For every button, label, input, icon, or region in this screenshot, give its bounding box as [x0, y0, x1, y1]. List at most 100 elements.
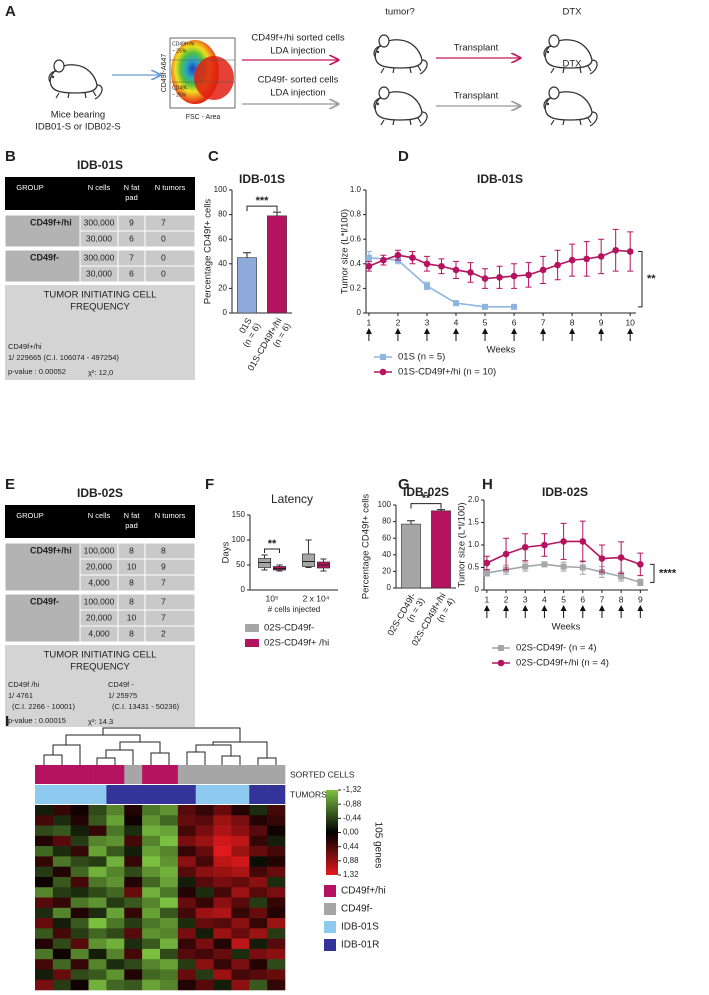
heatmap-cell — [106, 959, 125, 970]
x-tick-label: 4 — [454, 317, 459, 327]
table-cell — [144, 558, 196, 576]
heatmap-cell — [177, 835, 197, 847]
heatmap-cell — [213, 846, 232, 857]
annotation-cell — [213, 785, 232, 804]
heatmap-cell — [177, 805, 197, 816]
table-cell-text: 100,000 — [84, 545, 115, 555]
table-cell-text: 10 — [127, 612, 137, 622]
heatmap-cell — [249, 969, 268, 981]
heatmap-cell — [195, 846, 214, 857]
source-label: IDB01-S or IDB02-S — [35, 122, 121, 133]
table-cell-text: 9 — [129, 217, 134, 227]
heatmap-cell — [35, 876, 54, 888]
heatmap-cell — [142, 805, 161, 816]
heatmap-cell — [124, 846, 143, 857]
arrow-label: Transplant — [454, 91, 499, 102]
annotation-cell — [52, 765, 72, 784]
heatmap-cell — [52, 815, 72, 826]
heatmap-cell — [249, 918, 268, 929]
table-cell-text: 9 — [161, 561, 166, 571]
table-cell — [144, 249, 196, 267]
y-tick-label: 0 — [357, 308, 362, 317]
heatmap-cell — [195, 856, 214, 867]
table-cell-text: 7 — [161, 577, 166, 587]
heatmap-cell — [124, 918, 143, 929]
heatmap-cell — [35, 959, 54, 970]
heatmap-cell — [52, 928, 72, 939]
heatmap-cell — [88, 856, 107, 867]
x-tick-label: 1 — [367, 317, 372, 327]
heatmap-cell — [213, 887, 232, 898]
x-tick-label: 8 — [570, 317, 575, 327]
heatmap-cell — [160, 876, 179, 888]
heatmap-cell — [142, 866, 161, 878]
heatmap-cell — [267, 825, 286, 837]
table-cell-text: 7 — [161, 217, 166, 227]
heatmap-cell — [267, 856, 286, 867]
panel-label: E — [5, 476, 15, 493]
point — [379, 368, 387, 376]
header-cell: N tumors — [155, 511, 186, 520]
heatmap-cell — [267, 846, 286, 857]
point — [365, 262, 373, 270]
gate-label: ~ 25% — [172, 48, 187, 54]
colorbar-label: 0,88 — [343, 856, 359, 865]
legend-label: 01S (n = 5) — [398, 352, 445, 363]
table-cell — [144, 609, 196, 627]
heatmap-cell — [231, 815, 250, 826]
arrow-label: LDA injection — [270, 46, 325, 57]
header-cell: N cells — [88, 183, 111, 192]
heatmap-cell — [142, 969, 161, 981]
heatmap-cell — [52, 969, 72, 981]
point — [481, 275, 489, 282]
heatmap-cell — [88, 918, 107, 929]
colorbar-label: 0,44 — [343, 842, 359, 851]
heatmap-cell — [231, 866, 250, 878]
table-cell-text: 4,000 — [88, 628, 110, 638]
heatmap-cell — [88, 948, 107, 960]
heatmap-cell — [177, 969, 197, 981]
legend-label: IDB-01S — [341, 922, 379, 933]
significance-bracket — [264, 548, 280, 553]
y-tick-label: 0 — [223, 308, 228, 317]
heatmap-cell — [249, 979, 268, 991]
heatmap-cell — [195, 907, 214, 919]
summary-title: FREQUENCY — [70, 662, 130, 673]
y-tick-label: 1.0 — [350, 185, 362, 194]
p-value: p-value : 0.00015 — [8, 716, 66, 725]
heatmap-cell — [70, 887, 89, 898]
heatmap-cell — [35, 918, 54, 929]
table-cell-text: 0 — [161, 268, 166, 278]
chart-title: Latency — [271, 492, 313, 506]
heatmap-cell — [231, 948, 250, 960]
heatmap-cell — [124, 876, 143, 888]
heatmap-cell — [142, 918, 161, 929]
y-tick-label: 2.0 — [468, 495, 480, 504]
heatmap-cell — [124, 815, 143, 826]
heatmap-cell — [106, 897, 125, 909]
heatmap-cell — [267, 948, 286, 960]
point — [423, 260, 431, 268]
heatmap-cell — [177, 928, 197, 939]
heatmap-cell — [160, 948, 179, 960]
heatmap-cell — [52, 876, 72, 888]
annotation-cell — [106, 765, 125, 784]
heatmap-cell — [231, 907, 250, 919]
y-tick-label: 20 — [218, 284, 227, 293]
heatmap-cell — [160, 897, 179, 909]
group-cell — [4, 542, 81, 592]
table-cell — [144, 625, 196, 643]
y-tick-label: 0 — [241, 585, 246, 594]
heatmap-cell — [267, 959, 286, 970]
header-cell: pad — [125, 193, 138, 202]
heatmap-cell — [70, 856, 89, 867]
header-cell: GROUP — [16, 511, 44, 520]
annotation-cell — [231, 765, 250, 784]
legend-label: CD49f+/hi — [341, 886, 386, 897]
heatmap-cell — [35, 846, 54, 857]
heatmap-cell — [213, 897, 232, 909]
table-cell — [144, 230, 196, 248]
annotation-cell — [88, 785, 107, 804]
y-tick-label: 0 — [387, 583, 392, 592]
heatmap-cell — [52, 825, 72, 837]
